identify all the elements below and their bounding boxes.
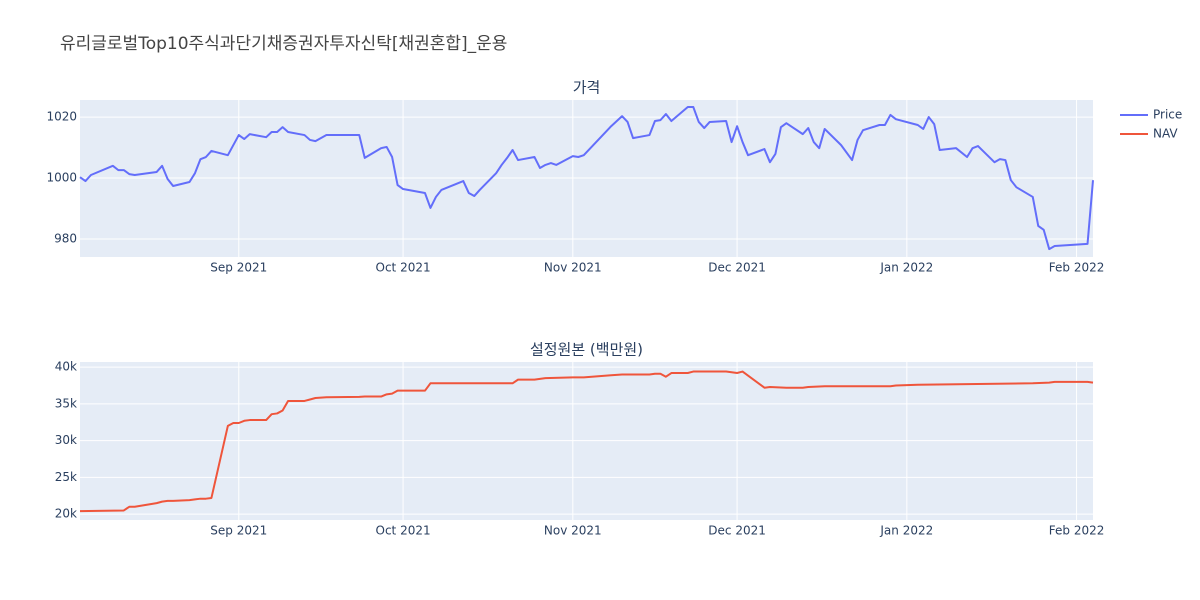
subplot-title: 설정원본 (백만원) <box>530 341 643 359</box>
x-tick-label: Sep 2021 <box>210 524 267 538</box>
y-tick-label: 1020 <box>46 110 77 124</box>
y-tick-label: 980 <box>54 232 77 246</box>
x-tick-label: Feb 2022 <box>1049 261 1105 275</box>
x-tick-label: Jan 2022 <box>879 524 933 538</box>
x-tick-label: Oct 2021 <box>376 261 431 275</box>
line-series <box>79 106 1094 251</box>
legend-label: Price <box>1153 108 1182 122</box>
line-series <box>79 370 1094 513</box>
x-tick-label: Nov 2021 <box>544 261 602 275</box>
x-tick-label: Jan 2022 <box>879 261 933 275</box>
x-tick-label: Sep 2021 <box>210 261 267 275</box>
y-tick-label: 30k <box>55 433 77 447</box>
legend-label: NAV <box>1153 127 1178 141</box>
x-tick-label: Feb 2022 <box>1049 524 1105 538</box>
y-tick-label: 20k <box>55 507 77 521</box>
x-tick-label: Dec 2021 <box>708 261 766 275</box>
x-tick-label: Nov 2021 <box>544 524 602 538</box>
y-tick-label: 40k <box>55 360 77 374</box>
x-tick-label: Dec 2021 <box>708 524 766 538</box>
subplot-title: 가격 <box>573 79 601 97</box>
y-tick-label: 1000 <box>46 171 77 185</box>
y-tick-label: 25k <box>55 470 77 484</box>
y-tick-label: 35k <box>55 396 77 410</box>
chart-title: 유리글로벌Top10주식과단기채증권자투자신탁[채권혼합]_운용 <box>60 34 507 54</box>
x-tick-label: Oct 2021 <box>376 524 431 538</box>
